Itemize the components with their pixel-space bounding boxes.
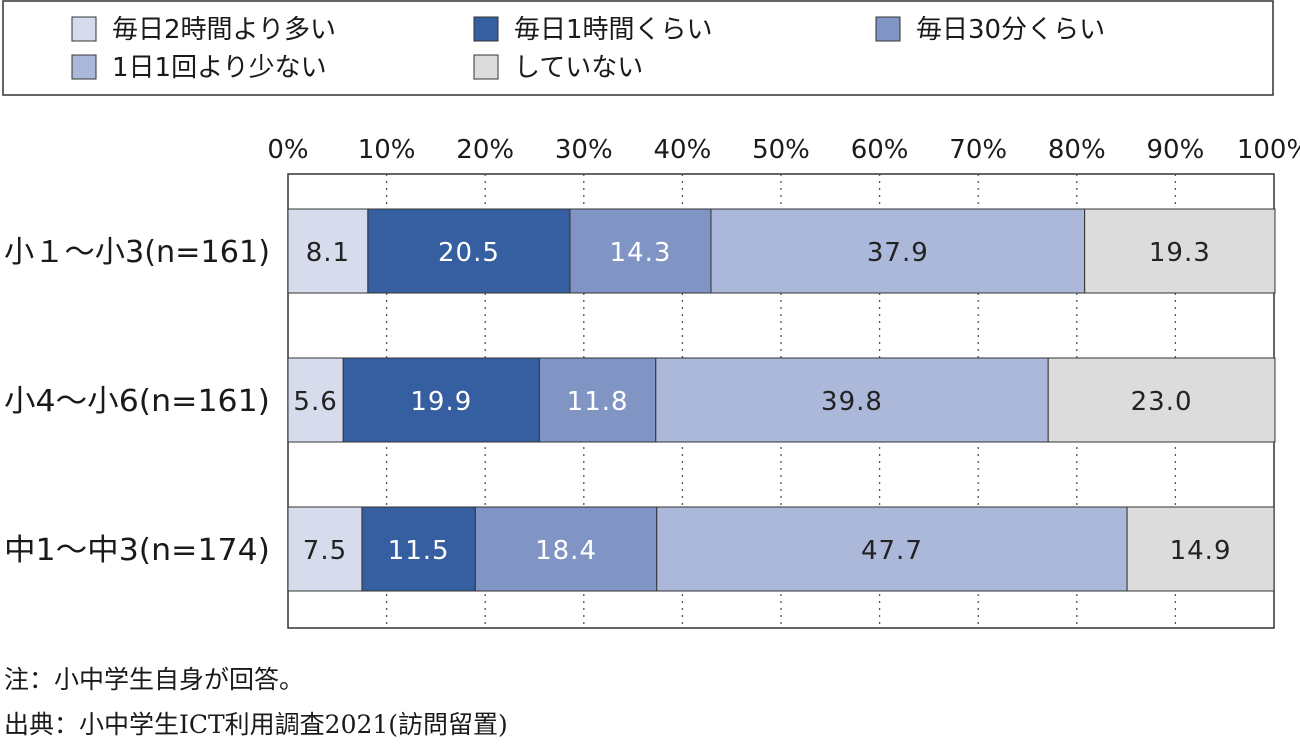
chart-note: 注：小中学生自身が回答。 [4, 665, 305, 694]
category-label: 小１～小3(n=161) [4, 235, 270, 270]
bar-segment [1047, 357, 1276, 443]
category-labels: 小１～小3(n=161) 小4～小6(n=161) 中1～中3(n=174) [4, 235, 270, 568]
x-tick-label: 20% [456, 135, 514, 165]
bar-segment [655, 357, 1049, 443]
bar-segment [287, 208, 369, 294]
bar-value-label: 37.9 [867, 238, 929, 268]
legend-swatch [473, 16, 499, 42]
bar-segment [1084, 208, 1276, 294]
bar-value-label: 5.6 [293, 387, 337, 417]
chart-source: 出典：小中学生ICT利用調査2021(訪問留置) [4, 710, 508, 739]
bar-segment [710, 208, 1086, 294]
bar-segment [569, 208, 712, 294]
x-tick-label: 60% [851, 135, 909, 165]
legend-swatch [71, 54, 97, 80]
legend-label: 1日1回より少ない [112, 53, 327, 83]
legend-label: 毎日30分くらい [916, 15, 1105, 45]
legend-label: していない [514, 53, 643, 83]
x-tick-label: 50% [752, 135, 810, 165]
bar-value-label: 7.5 [303, 536, 347, 566]
bar-value-label: 8.1 [306, 238, 350, 268]
category-label: 中1～中3(n=174) [4, 533, 270, 568]
category-label: 小4～小6(n=161) [4, 384, 270, 419]
legend-label: 毎日1時間くらい [514, 15, 713, 45]
x-tick-label: 80% [1048, 135, 1106, 165]
bar-value-label: 19.9 [410, 387, 472, 417]
bar-segment [656, 506, 1128, 592]
x-tick-label: 100% [1237, 135, 1300, 165]
bar-segment [361, 506, 476, 592]
bar-segment [287, 506, 363, 592]
legend: 毎日2時間より多い 毎日1時間くらい 毎日30分くらい 1日1回より少ない していない [71, 15, 1105, 83]
x-tick-label: 40% [654, 135, 712, 165]
bar-value-label: 23.0 [1131, 387, 1193, 417]
bar-value-label: 19.3 [1149, 238, 1211, 268]
x-axis-ticks: 0% 10% 20% 30% 40% 50% 60% 70% 80% 90% 100% [267, 135, 1300, 165]
bar-value-label: 47.7 [861, 536, 923, 566]
x-tick-label: 10% [358, 135, 416, 165]
legend-swatch [875, 16, 901, 42]
bar-value-label: 11.8 [567, 387, 629, 417]
bar-segment [287, 357, 344, 443]
bar-value-label: 18.4 [535, 536, 597, 566]
bar-value-label: 14.3 [610, 238, 672, 268]
legend-swatch [473, 54, 499, 80]
bar-segment [474, 506, 658, 592]
bar-segment [342, 357, 540, 443]
x-tick-label: 70% [949, 135, 1007, 165]
bar-value-label: 20.5 [438, 238, 500, 268]
bar-segment [538, 357, 657, 443]
legend-box [2, 0, 1274, 96]
x-tick-label: 90% [1147, 135, 1205, 165]
bar-value-label: 11.5 [388, 536, 450, 566]
legend-swatch [71, 16, 97, 42]
x-tick-label: 30% [555, 135, 613, 165]
bar-value-label: 14.9 [1170, 536, 1232, 566]
bar-value-label: 39.8 [821, 387, 883, 417]
legend-label: 毎日2時間より多い [112, 15, 336, 45]
x-tick-label: 0% [267, 135, 308, 165]
bars: 8.1 20.5 14.3 37.9 19.3 5.6 19.9 11.8 39.8 23.0 7.… [287, 208, 1276, 592]
bar-segment [1126, 506, 1275, 592]
